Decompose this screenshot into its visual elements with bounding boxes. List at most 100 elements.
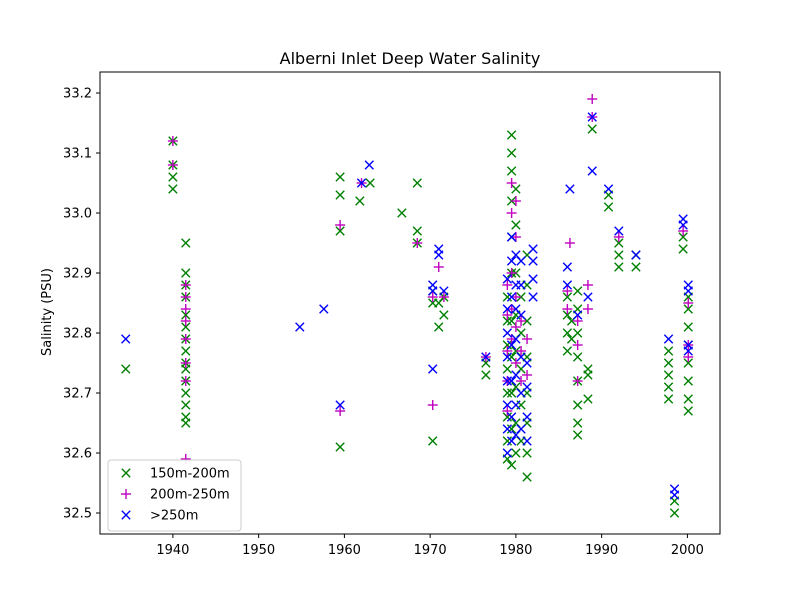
data-point — [562, 286, 573, 296]
legend-entry: 150m-200m — [121, 467, 230, 482]
data-point — [428, 364, 438, 374]
data-point — [572, 352, 583, 362]
data-point — [678, 226, 689, 236]
data-point — [365, 178, 375, 188]
data-point — [427, 292, 438, 302]
data-point — [502, 292, 513, 302]
x-tick-label: 1960 — [328, 543, 361, 558]
data-point — [121, 334, 131, 344]
x-tick-label: 1990 — [585, 543, 618, 558]
data-point — [502, 304, 513, 314]
y-tick-label: 33.1 — [63, 147, 92, 162]
data-point — [502, 424, 513, 434]
data-point — [522, 334, 533, 344]
data-point — [439, 310, 449, 320]
data-point — [683, 280, 693, 290]
data-point — [587, 112, 597, 122]
data-point — [572, 400, 583, 410]
data-point — [428, 436, 438, 446]
data-point — [427, 400, 438, 410]
data-point — [683, 304, 693, 314]
data-point — [180, 358, 191, 368]
data-point — [516, 346, 527, 356]
data-point — [572, 376, 583, 386]
series-2 — [167, 94, 694, 464]
data-point — [506, 424, 517, 434]
data-point — [502, 364, 513, 374]
data-point — [562, 346, 573, 356]
data-point — [565, 184, 575, 194]
data-point — [506, 388, 517, 398]
data-point — [582, 280, 593, 290]
data-point — [528, 256, 538, 266]
x-tick-label: 1950 — [242, 543, 275, 558]
data-point — [180, 292, 191, 302]
data-point — [506, 376, 517, 386]
data-point — [506, 178, 517, 188]
data-point — [180, 304, 191, 314]
data-point — [335, 172, 345, 182]
data-point — [502, 388, 513, 398]
data-point — [506, 268, 517, 278]
data-point — [295, 322, 305, 332]
data-point — [683, 394, 693, 404]
data-point — [439, 286, 449, 296]
series-3 — [121, 112, 693, 500]
data-point — [572, 340, 583, 350]
y-tick-label: 32.7 — [63, 387, 92, 402]
data-point — [678, 232, 688, 242]
data-point — [528, 292, 538, 302]
data-point — [678, 214, 688, 224]
data-point — [562, 310, 573, 320]
data-point — [506, 130, 517, 140]
data-point — [631, 250, 641, 260]
plot-frame — [99, 71, 721, 535]
data-point — [522, 370, 533, 380]
data-point — [502, 376, 513, 386]
data-point — [502, 346, 513, 356]
data-point — [522, 448, 532, 458]
data-point — [516, 292, 526, 302]
data-point — [564, 238, 575, 248]
data-point — [510, 196, 521, 206]
data-point — [683, 406, 693, 416]
legend-entry: >250m — [121, 509, 198, 524]
data-point — [631, 262, 641, 272]
plot-area — [121, 94, 694, 518]
data-point — [583, 364, 593, 374]
data-point — [663, 334, 674, 344]
data-point — [364, 160, 374, 170]
data-point — [583, 292, 593, 302]
data-point — [180, 376, 191, 386]
data-point — [335, 406, 346, 416]
data-point — [181, 310, 191, 320]
y-tick-label: 32.8 — [63, 327, 92, 342]
data-point — [335, 190, 345, 200]
legend-label: 150m-200m — [150, 467, 230, 482]
y-tick-label: 32.9 — [63, 267, 92, 282]
data-point — [683, 340, 693, 350]
data-point — [481, 370, 491, 380]
data-point — [614, 238, 624, 248]
data-point — [335, 442, 345, 452]
data-point — [506, 232, 517, 242]
data-point — [356, 178, 367, 188]
axes: 1940 1950 1960 1970 1980 1990 2000 32.5 32.6 32.7… — [63, 71, 721, 558]
data-point — [582, 304, 593, 314]
data-point — [587, 94, 598, 104]
data-point — [181, 238, 191, 248]
data-point — [502, 340, 513, 350]
data-point — [506, 352, 517, 362]
data-point — [522, 358, 532, 368]
data-point — [506, 256, 517, 266]
data-point — [663, 358, 674, 368]
data-point — [506, 340, 517, 350]
data-point — [481, 352, 491, 362]
data-point — [181, 388, 191, 398]
data-point — [502, 310, 513, 320]
data-point — [168, 172, 178, 182]
data-point — [583, 394, 593, 404]
data-point — [511, 334, 521, 344]
data-point — [614, 262, 624, 272]
